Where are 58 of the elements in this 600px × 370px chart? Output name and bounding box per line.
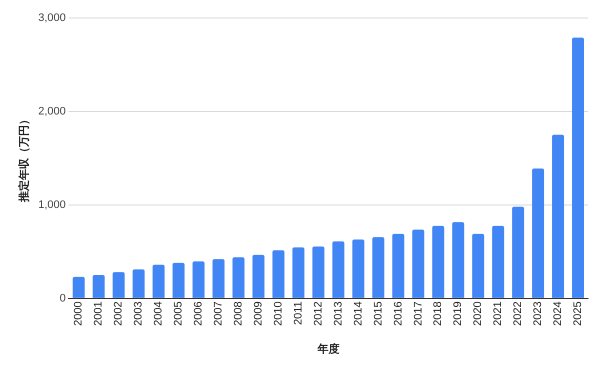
bar — [172, 262, 185, 298]
x-tick-label: 2016 — [392, 301, 404, 326]
x-tick-label: 2013 — [332, 301, 344, 326]
x-tick-label: 2024 — [552, 301, 564, 326]
x-axis-title: 年度 — [316, 342, 340, 356]
bar — [392, 234, 404, 298]
bar — [452, 222, 464, 298]
bar — [372, 237, 384, 298]
x-tick-label: 2020 — [472, 301, 484, 326]
x-tick-label: 2023 — [532, 301, 544, 326]
y-tick-label: 1,000 — [38, 198, 66, 211]
bar — [492, 226, 504, 298]
x-tick-label: 2021 — [492, 301, 504, 326]
x-tick-label: 2007 — [212, 301, 225, 326]
x-tick-label: 2025 — [572, 301, 584, 326]
bar — [312, 246, 324, 298]
x-tick-label: 2008 — [232, 301, 245, 326]
x-tick-label: 2017 — [412, 301, 424, 326]
bar — [332, 241, 344, 298]
x-tick-label: 2022 — [512, 301, 524, 326]
x-tick-label: 2005 — [172, 301, 185, 326]
bar — [92, 274, 105, 298]
bar — [252, 254, 264, 298]
bar — [212, 259, 225, 298]
bar — [472, 234, 484, 298]
bar — [432, 226, 444, 298]
x-tick-label: 2002 — [112, 301, 125, 326]
bar — [552, 134, 564, 298]
y-tick-label: 2,000 — [38, 105, 66, 118]
x-tick-label: 2006 — [192, 301, 205, 326]
y-tick-label: 0 — [60, 292, 66, 304]
y-tick-label: 3,000 — [38, 12, 66, 24]
x-tick-label: 2003 — [132, 301, 145, 326]
x-tick-label: 2001 — [92, 301, 105, 326]
bar — [152, 264, 165, 298]
x-tick-label: 2009 — [252, 301, 264, 326]
bar — [132, 269, 145, 298]
bar — [192, 261, 205, 298]
bar — [292, 247, 304, 298]
x-tick-label: 2019 — [452, 301, 464, 326]
x-tick-label: 2012 — [312, 301, 324, 326]
x-tick-label: 2015 — [372, 301, 384, 326]
y-axis-title: 推定年収（万円） — [18, 114, 31, 204]
x-tick-label: 2010 — [272, 301, 284, 326]
bar — [232, 257, 244, 298]
bar — [412, 230, 424, 298]
bar — [272, 250, 284, 298]
bar — [112, 272, 125, 298]
bar — [352, 239, 364, 298]
x-tick-label: 2018 — [432, 301, 444, 326]
x-tick-label: 2000 — [72, 301, 85, 326]
x-tick-label: 2014 — [352, 301, 364, 326]
x-tick-label: 2004 — [152, 301, 165, 326]
bar — [532, 168, 544, 298]
x-tick-label: 2011 — [292, 301, 304, 325]
bar — [72, 276, 85, 298]
bar — [512, 206, 524, 298]
bar — [572, 38, 584, 298]
